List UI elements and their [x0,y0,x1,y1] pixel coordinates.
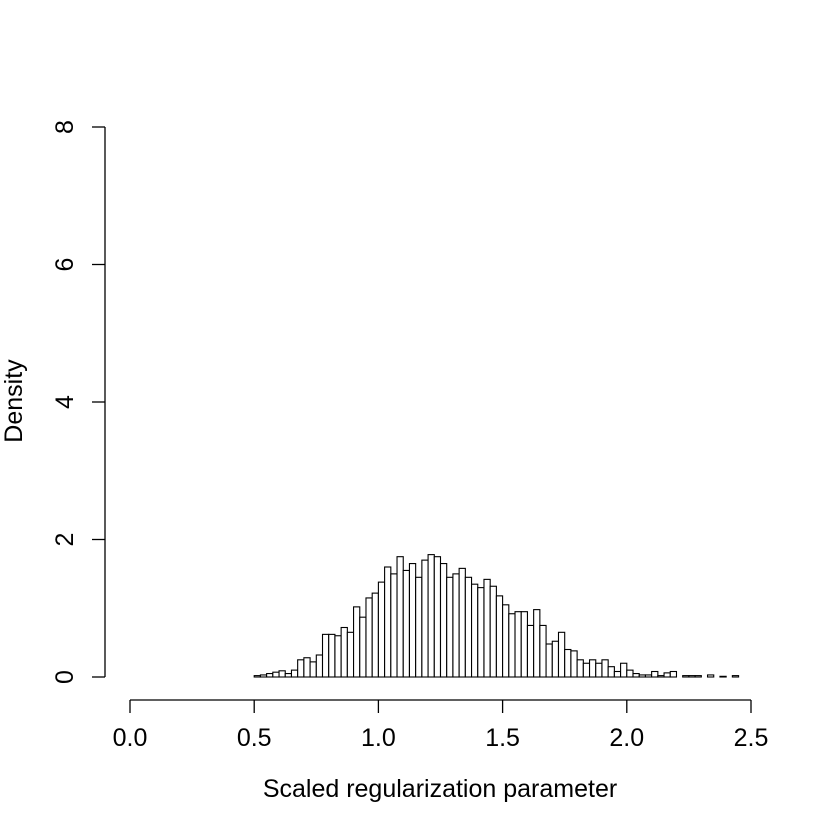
histogram-bar [439,563,448,678]
histogram-bar [706,674,715,678]
histogram-bar [390,573,398,678]
y-ticks-group: 0 2 4 6 8 [51,120,105,684]
histogram-bar [638,674,646,678]
x-tick-label: 2.5 [734,724,769,752]
x-tick-label: 0.0 [113,724,148,752]
histogram-bar [433,556,442,678]
y-tick-label: 6 [51,258,79,272]
histogram-bar [526,624,535,678]
x-tick-label: 1.5 [485,724,520,752]
histogram-bar [384,566,392,678]
histogram-bar [669,670,678,678]
histogram-bar [303,657,311,678]
histogram-bar [613,670,622,678]
histogram-bar [278,670,286,678]
histogram-bar [309,661,317,678]
histogram-bar [446,576,454,678]
y-tick-label: 8 [51,120,79,134]
histogram-bar [402,569,410,678]
histogram-bar [477,587,485,678]
histogram-bar [682,675,690,678]
histogram-bar [557,631,566,678]
histogram-bar [284,673,293,678]
histogram-bar [427,554,435,678]
x-ticks-group: 0.0 0.5 1.0 1.5 2.0 2.5 [113,700,769,752]
histogram-bar [371,592,379,678]
histogram-bar [533,609,541,678]
histogram-bar [365,597,373,678]
x-tick-label: 0.5 [237,724,272,752]
histogram-bar [408,563,417,678]
histogram-bar [588,659,597,678]
y-tick-label: 0 [51,670,79,684]
histogram-bar [508,613,516,678]
histogram-bar [657,675,665,678]
histogram-bar [570,650,578,678]
histogram-bar [483,578,491,678]
histogram-bar [272,671,280,678]
histogram-bar [452,573,460,678]
histogram-bar [470,583,479,678]
histogram-bar [576,659,584,678]
histogram-bar [595,662,603,678]
histogram-bar [731,675,740,678]
histogram-bar [644,674,653,678]
histogram-bar [719,675,727,678]
histogram-bar [328,633,336,678]
x-axis-title: Scaled regularization parameter [263,775,617,803]
histogram-bar [539,624,547,678]
bars-group [253,554,740,678]
histogram-bar [694,675,702,678]
histogram-bar [601,659,609,678]
histogram-bar [582,662,591,678]
histogram-bar [321,633,330,678]
histogram-bar [290,669,299,678]
histogram-bar [520,611,528,678]
histogram-bar [464,576,473,678]
histogram-bar [632,673,640,678]
histogram-bar [564,648,572,678]
histogram-bar [495,595,504,678]
histogram-bar [334,635,342,678]
x-tick-label: 2.0 [609,724,644,752]
histogram-bar [663,672,671,678]
histogram-bar [346,631,355,678]
histogram-bar [626,669,634,678]
x-tick-label: 1.0 [361,724,396,752]
histogram-bar [340,626,348,678]
histogram-bar [315,654,324,678]
y-axis-title: Density [0,359,28,443]
histogram-bar [502,604,510,678]
histogram-bar [607,666,615,678]
histogram-bar [551,640,560,678]
histogram-bar [359,616,367,678]
histogram-bar [396,556,404,678]
histogram-bar [266,673,274,678]
histogram-bar [377,581,386,678]
histogram-bar [545,643,553,678]
histogram-bar [253,675,261,678]
histogram-bar [514,611,522,678]
y-tick-label: 4 [51,395,79,409]
histogram-bar [651,670,659,678]
histogram-bar [489,585,497,678]
histogram-bar [259,674,268,678]
histogram-bar [688,675,696,678]
histogram-bar [415,576,423,678]
y-tick-label: 2 [51,533,79,547]
histogram-bar [353,606,361,678]
histogram-bar [297,659,305,678]
histogram-bar [421,559,429,678]
histogram-bar [458,567,466,678]
histogram-bar [620,662,628,678]
